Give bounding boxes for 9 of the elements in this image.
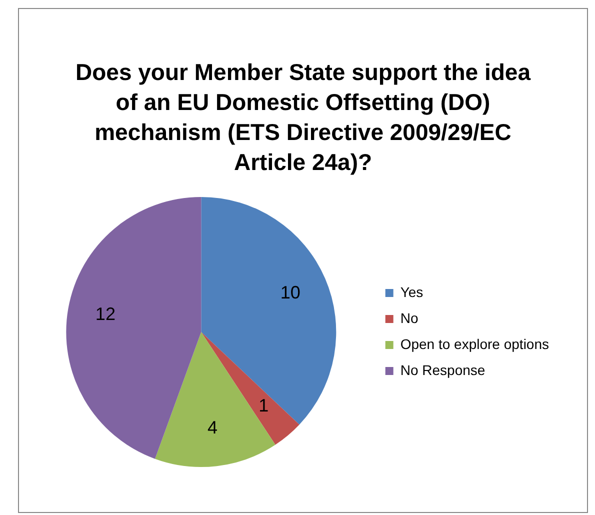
data-label: 12: [95, 304, 116, 324]
data-label: 1: [258, 395, 269, 416]
legend-label: Yes: [400, 284, 424, 300]
legend-label: No: [400, 310, 418, 326]
chart-title: Does your Member State support the idea of an EU Domestic Offsetting (DO) mechanism (ETS Directive 2009/29/EC Article 24a)?: [74, 58, 532, 177]
data-label: 4: [207, 418, 218, 438]
data-label: 10: [280, 282, 300, 302]
legend-label: Open to explore options: [400, 336, 549, 352]
legend-label: No Response: [400, 362, 486, 378]
